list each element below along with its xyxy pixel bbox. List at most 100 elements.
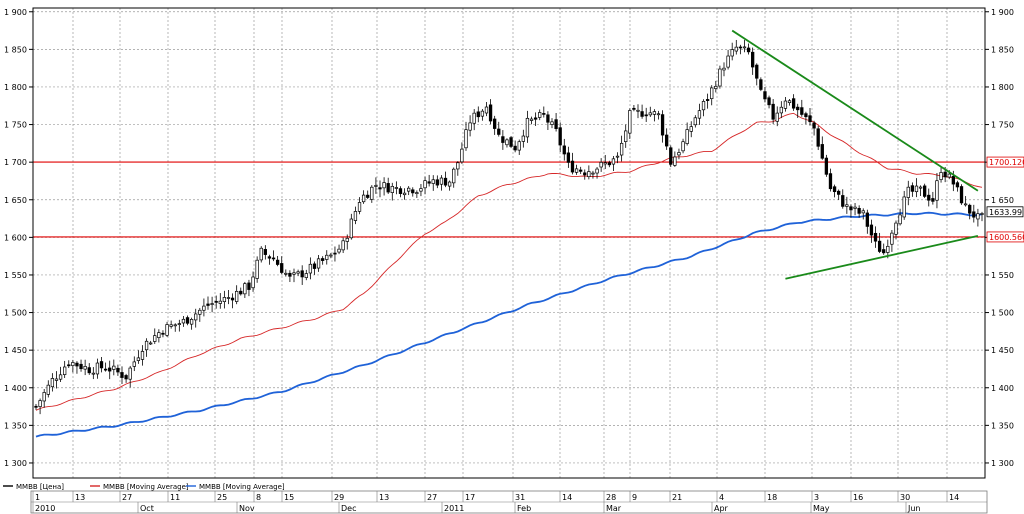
candle [525, 110, 530, 143]
candle [341, 237, 345, 254]
candle [226, 290, 231, 305]
candle-body-up [464, 129, 468, 149]
candle-body-down [300, 270, 304, 278]
candle-body-down [923, 185, 927, 197]
candle-body-up [693, 117, 697, 126]
candle-body-up [595, 168, 599, 174]
candle [677, 148, 681, 160]
level-label: 1700.1202 [989, 158, 1024, 167]
candle-body-down [263, 249, 267, 255]
candle [386, 177, 390, 194]
x-month-label: Nov [239, 504, 255, 513]
candle-body-down [116, 367, 120, 373]
candle [882, 243, 886, 255]
candle [656, 110, 661, 120]
x-day-label: 8 [256, 493, 261, 502]
candle-body-up [149, 342, 153, 345]
candle-body-down [87, 367, 91, 374]
candle [890, 230, 894, 252]
x-day-label: 21 [672, 493, 682, 502]
candle [574, 164, 579, 175]
candle-body-up [505, 139, 509, 146]
candle [501, 130, 505, 150]
y-tick-label-left: 1 500 [4, 309, 27, 318]
candle [726, 49, 730, 70]
candle-body-down [877, 240, 882, 252]
candle [873, 226, 878, 248]
candle-body-up [918, 186, 923, 189]
candle-body-down [607, 162, 611, 166]
candle-body-up [71, 362, 75, 367]
candle-body-down [857, 207, 861, 214]
candle [701, 99, 706, 117]
candle-body-up [783, 100, 788, 109]
candle [83, 359, 87, 376]
candle-body-up [140, 351, 145, 360]
candle [714, 80, 718, 93]
candle-body-down [435, 179, 439, 186]
candle-body-down [751, 51, 755, 68]
candle-body-up [83, 366, 87, 370]
candle [194, 308, 198, 328]
x-day-label: 25 [217, 493, 227, 502]
candle [796, 103, 800, 118]
x-day-label: 15 [284, 493, 294, 502]
candle-body-up [947, 173, 951, 178]
legend: MMBB [Цена] MMBB [Moving Average] MMBB [Mo… [3, 483, 285, 491]
candle-body-up [304, 273, 308, 278]
candle [247, 279, 251, 297]
y-tick-label-left: 1 550 [4, 271, 27, 280]
candle-body-down [873, 232, 878, 242]
candle-body-up [58, 374, 63, 380]
candle [505, 138, 509, 148]
candle-body-down [927, 194, 931, 201]
candle [46, 380, 50, 398]
candle [263, 245, 267, 260]
candle [484, 102, 489, 117]
candle [202, 298, 206, 317]
candle-body-up [718, 68, 722, 87]
y-tick-label-right: 1 350 [991, 421, 1014, 430]
candle [34, 404, 38, 410]
candle-body-down [660, 114, 665, 136]
x-month-label: 2010 [35, 504, 55, 513]
candle-body-up [181, 318, 186, 324]
candle [755, 63, 759, 86]
y-tick-label-right: 1 500 [991, 309, 1014, 318]
candle-body-up [165, 324, 169, 336]
x-day-label: 1 [35, 493, 40, 502]
candle-body-down [955, 182, 960, 188]
candle-body-down [366, 194, 370, 198]
candle-body-up [132, 361, 136, 367]
candle [370, 185, 374, 203]
candle [120, 366, 124, 385]
candle-body-up [734, 46, 738, 52]
candle-body-down [321, 258, 325, 261]
candle-body-down [800, 107, 804, 115]
candle [857, 205, 861, 218]
candle-body-down [427, 181, 431, 184]
candle [599, 158, 603, 172]
candle [99, 356, 104, 373]
candle [95, 358, 100, 379]
candle [345, 234, 349, 250]
candle [763, 86, 767, 103]
candle-body-down [812, 122, 816, 129]
y-tick-label-left: 1 350 [4, 421, 27, 430]
candle [845, 196, 849, 214]
candle [624, 124, 628, 148]
candle [468, 115, 472, 137]
x-axis: 1 13 27 11 25 8 15 29 13 27 17 31 14 28 9 21 4 18 3 16 30 14 2… [30, 490, 988, 514]
candle [583, 169, 587, 180]
candle-body-up [906, 186, 910, 198]
candle [103, 362, 108, 372]
candle-body-up [329, 254, 333, 257]
candle [304, 269, 308, 281]
candle-body-up [963, 203, 968, 206]
candle-body-up [222, 297, 227, 302]
candle-body-down [124, 375, 128, 380]
plot-border [32, 7, 986, 479]
candle-body-down [665, 134, 669, 147]
candle-body-down [816, 128, 820, 147]
